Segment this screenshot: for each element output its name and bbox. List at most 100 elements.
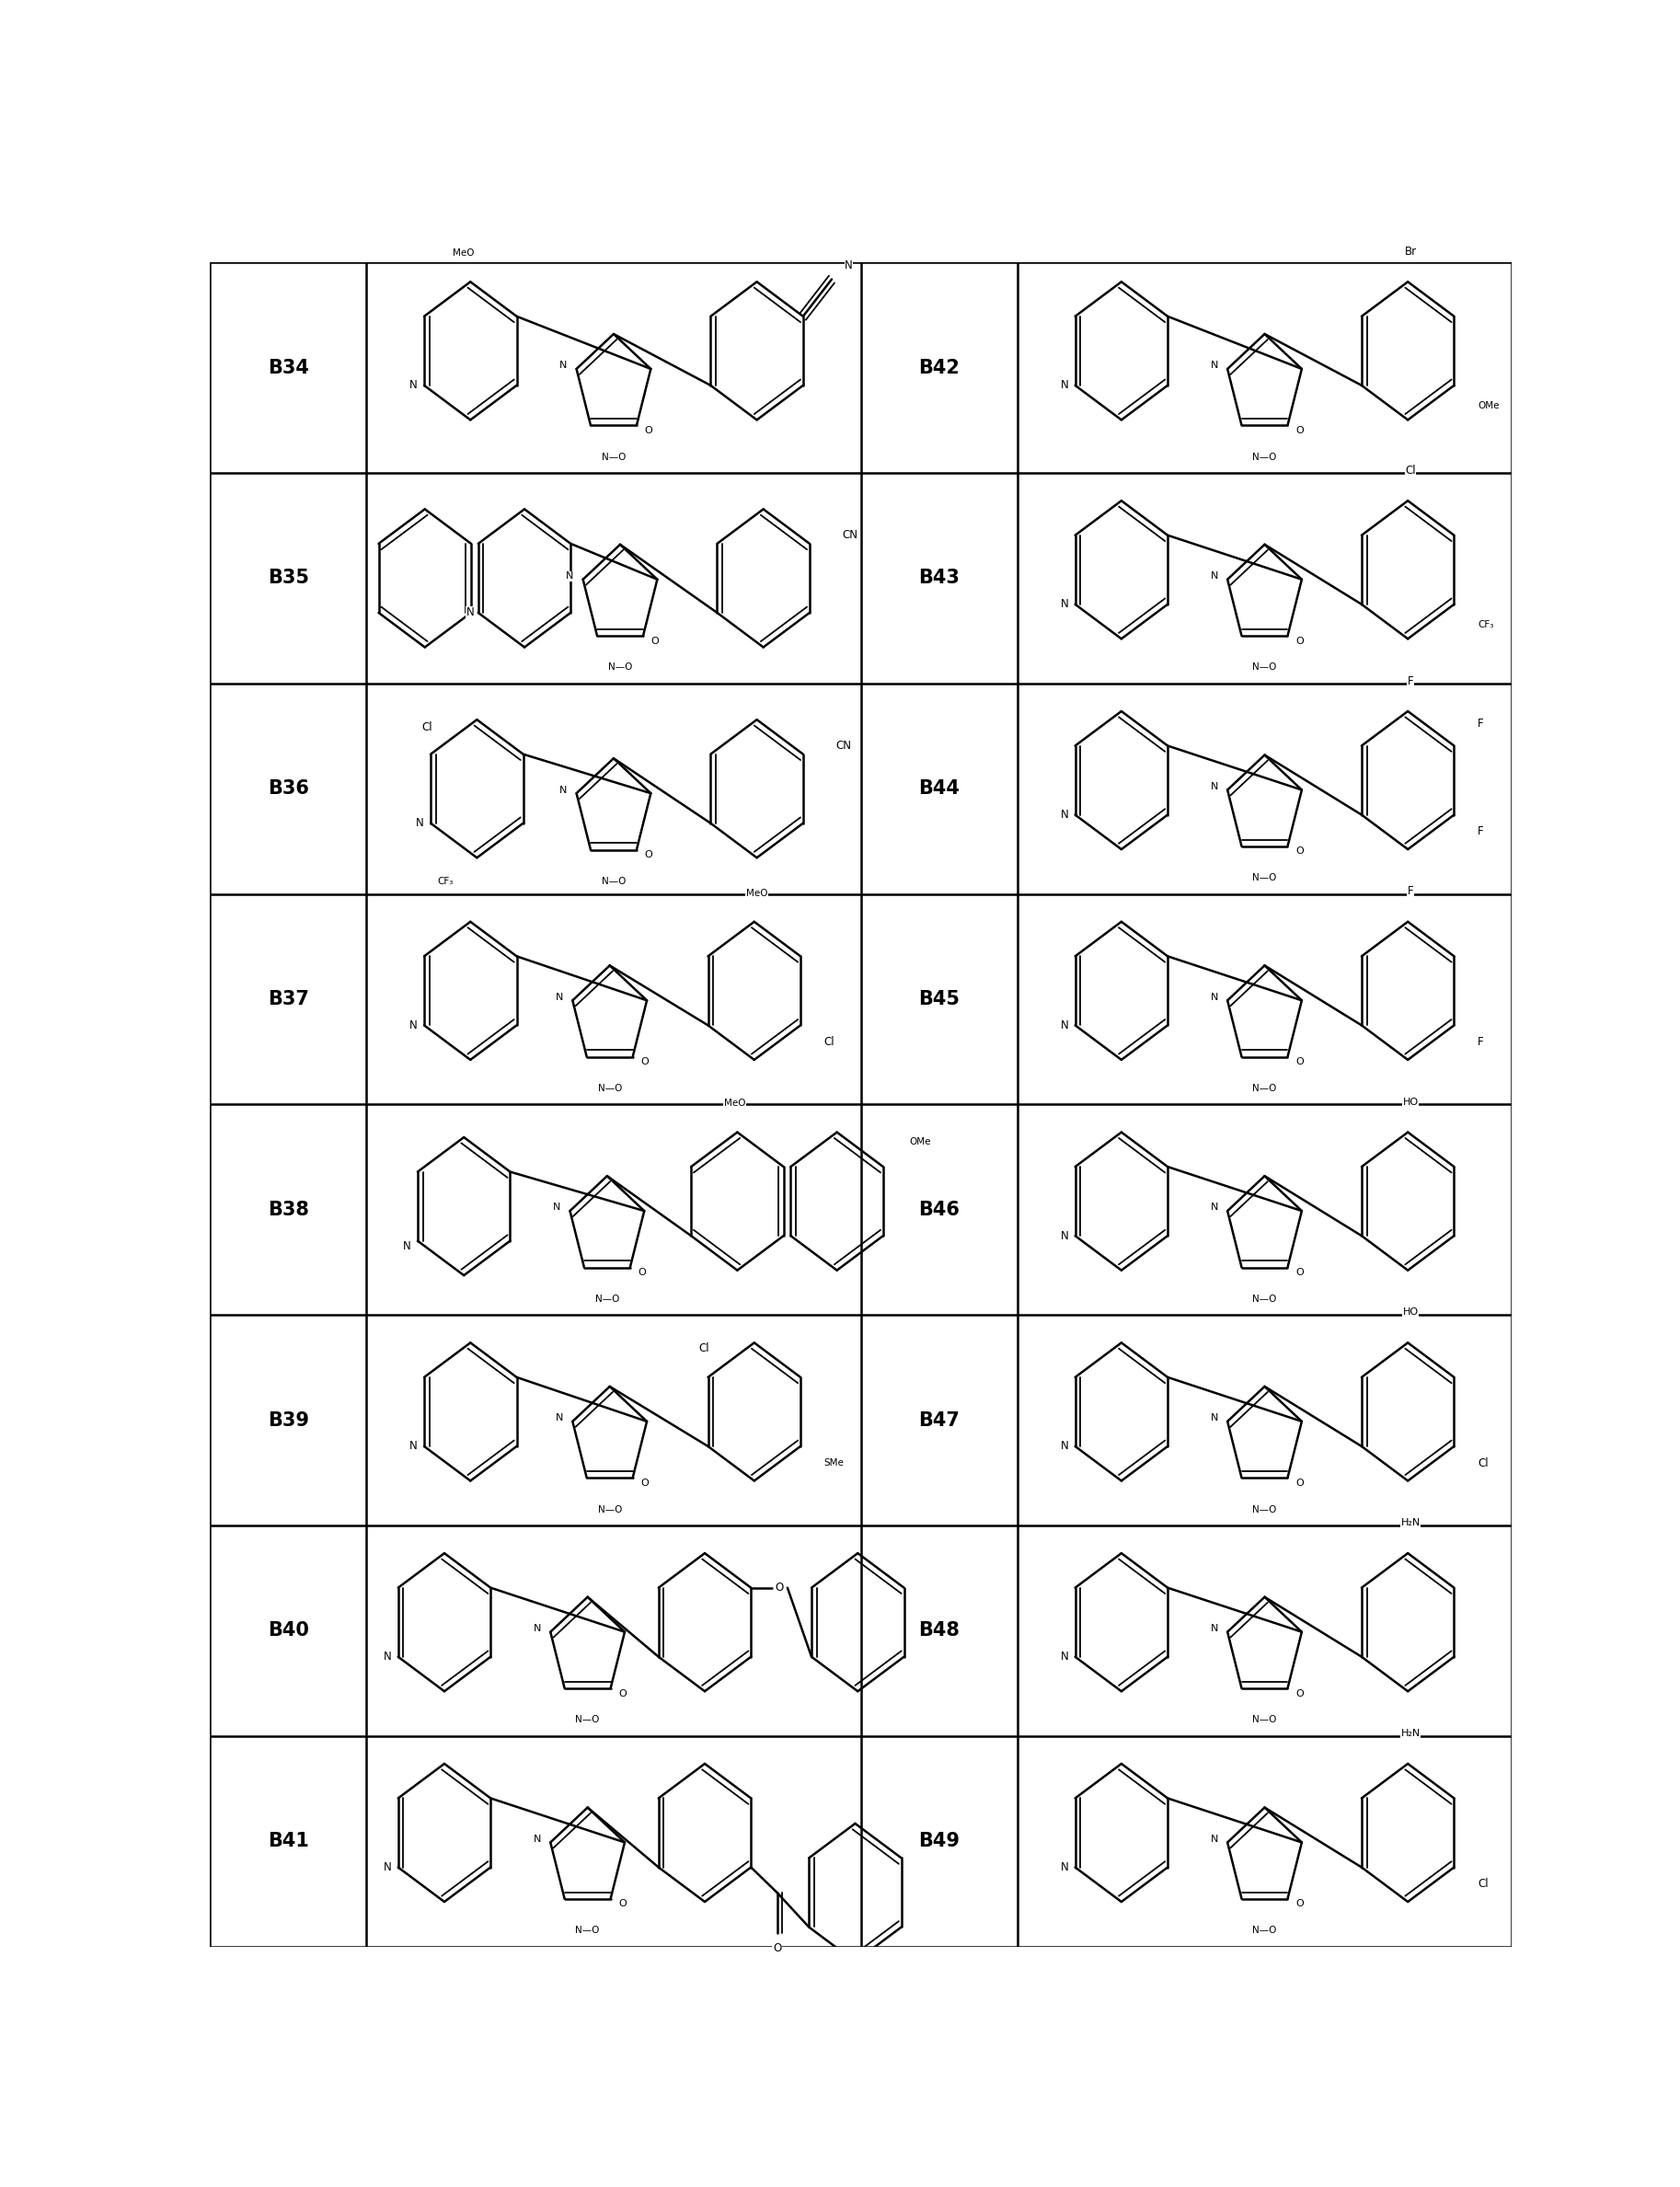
Text: B45: B45 bbox=[919, 991, 959, 1008]
Text: N: N bbox=[1060, 809, 1068, 820]
Text: HO: HO bbox=[1403, 1308, 1418, 1317]
Text: N—O: N—O bbox=[1253, 1295, 1277, 1303]
Text: Cl: Cl bbox=[823, 1037, 835, 1048]
Text: O: O bbox=[640, 1056, 648, 1067]
Text: N: N bbox=[1060, 378, 1068, 391]
Text: O: O bbox=[1295, 636, 1304, 645]
Text: B47: B47 bbox=[919, 1411, 959, 1430]
Text: O: O bbox=[1295, 426, 1304, 435]
Text: H₂N: H₂N bbox=[1401, 1728, 1420, 1739]
Text: N: N bbox=[559, 785, 568, 794]
Text: N—O: N—O bbox=[1253, 1505, 1277, 1513]
Text: CN: CN bbox=[842, 529, 858, 540]
Text: SMe: SMe bbox=[823, 1459, 843, 1467]
Text: O: O bbox=[1295, 1268, 1304, 1277]
Text: O: O bbox=[640, 1478, 648, 1487]
Text: O: O bbox=[1295, 1056, 1304, 1067]
Text: N: N bbox=[553, 1203, 561, 1212]
Text: O: O bbox=[776, 1581, 785, 1594]
Text: N—O: N—O bbox=[608, 663, 632, 671]
Text: N—O: N—O bbox=[1253, 663, 1277, 671]
Text: O: O bbox=[773, 1942, 781, 1955]
Text: O: O bbox=[1295, 1898, 1304, 1909]
Text: Cl: Cl bbox=[1477, 1457, 1488, 1470]
Text: CF₃: CF₃ bbox=[1477, 619, 1494, 630]
Text: N: N bbox=[1060, 1861, 1068, 1874]
Text: O: O bbox=[650, 636, 659, 645]
Text: O: O bbox=[1295, 1478, 1304, 1487]
Text: F: F bbox=[1477, 1037, 1483, 1048]
Text: N—O: N—O bbox=[598, 1085, 622, 1094]
Text: B46: B46 bbox=[919, 1201, 959, 1218]
Text: CN: CN bbox=[835, 739, 852, 752]
Text: N—O: N—O bbox=[601, 453, 625, 461]
Text: B35: B35 bbox=[267, 569, 309, 588]
Text: O: O bbox=[1295, 1688, 1304, 1697]
Text: F: F bbox=[1477, 827, 1483, 838]
Text: N: N bbox=[383, 1861, 391, 1874]
Text: N: N bbox=[467, 606, 474, 619]
Text: N: N bbox=[410, 1019, 418, 1032]
Text: N—O: N—O bbox=[1253, 1927, 1277, 1935]
Text: N: N bbox=[1211, 783, 1218, 792]
Text: N—O: N—O bbox=[576, 1927, 600, 1935]
Text: N: N bbox=[556, 993, 563, 1002]
Text: N: N bbox=[403, 1240, 412, 1251]
Text: O: O bbox=[645, 851, 652, 859]
Text: N: N bbox=[1060, 599, 1068, 610]
Text: N—O: N—O bbox=[595, 1295, 620, 1303]
Text: Cl: Cl bbox=[699, 1343, 709, 1354]
Text: OMe: OMe bbox=[1477, 400, 1499, 411]
Text: N: N bbox=[410, 378, 418, 391]
Text: B36: B36 bbox=[267, 779, 309, 798]
Text: Br: Br bbox=[1404, 245, 1416, 258]
Text: N: N bbox=[556, 1413, 563, 1424]
Text: N: N bbox=[417, 818, 423, 829]
Text: HO: HO bbox=[1403, 1098, 1418, 1107]
Text: B48: B48 bbox=[919, 1621, 959, 1640]
Text: N—O: N—O bbox=[1253, 1085, 1277, 1094]
Text: F: F bbox=[1408, 886, 1413, 897]
Text: N—O: N—O bbox=[576, 1715, 600, 1726]
Text: N: N bbox=[1211, 993, 1218, 1002]
Text: B49: B49 bbox=[919, 1833, 959, 1850]
Text: N: N bbox=[1211, 1413, 1218, 1424]
Text: MeO: MeO bbox=[724, 1100, 746, 1109]
Text: N—O: N—O bbox=[601, 877, 625, 886]
Text: O: O bbox=[618, 1688, 627, 1697]
Text: MeO: MeO bbox=[746, 888, 768, 897]
Text: O: O bbox=[618, 1898, 627, 1909]
Text: B43: B43 bbox=[919, 569, 959, 588]
Text: MeO: MeO bbox=[454, 249, 475, 258]
Text: O: O bbox=[638, 1268, 645, 1277]
Text: B38: B38 bbox=[267, 1201, 309, 1218]
Text: N: N bbox=[1211, 1625, 1218, 1634]
Text: Cl: Cl bbox=[422, 722, 432, 733]
Text: N: N bbox=[1060, 1229, 1068, 1242]
Text: B39: B39 bbox=[267, 1411, 309, 1430]
Text: O: O bbox=[645, 426, 652, 435]
Text: N: N bbox=[1211, 361, 1218, 370]
Text: N: N bbox=[1060, 1651, 1068, 1662]
Text: N: N bbox=[1211, 1203, 1218, 1212]
Text: N: N bbox=[534, 1625, 541, 1634]
Text: N: N bbox=[566, 571, 575, 582]
Text: Cl: Cl bbox=[1404, 464, 1416, 477]
Text: N—O: N—O bbox=[1253, 453, 1277, 461]
Text: H₂N: H₂N bbox=[1401, 1518, 1420, 1527]
Text: Cl: Cl bbox=[1477, 1879, 1488, 1890]
Text: N—O: N—O bbox=[598, 1505, 622, 1513]
Text: B44: B44 bbox=[919, 779, 959, 798]
Text: B37: B37 bbox=[267, 991, 309, 1008]
Text: N: N bbox=[1060, 1441, 1068, 1452]
Text: N: N bbox=[845, 260, 853, 271]
Text: N: N bbox=[534, 1835, 541, 1844]
Text: B34: B34 bbox=[267, 359, 309, 376]
Text: B41: B41 bbox=[267, 1833, 309, 1850]
Text: B42: B42 bbox=[919, 359, 959, 376]
Text: CF₃: CF₃ bbox=[437, 877, 454, 886]
Text: N—O: N—O bbox=[1253, 873, 1277, 884]
Text: N: N bbox=[1060, 1019, 1068, 1032]
Text: N: N bbox=[1211, 1835, 1218, 1844]
Text: B40: B40 bbox=[267, 1621, 309, 1640]
